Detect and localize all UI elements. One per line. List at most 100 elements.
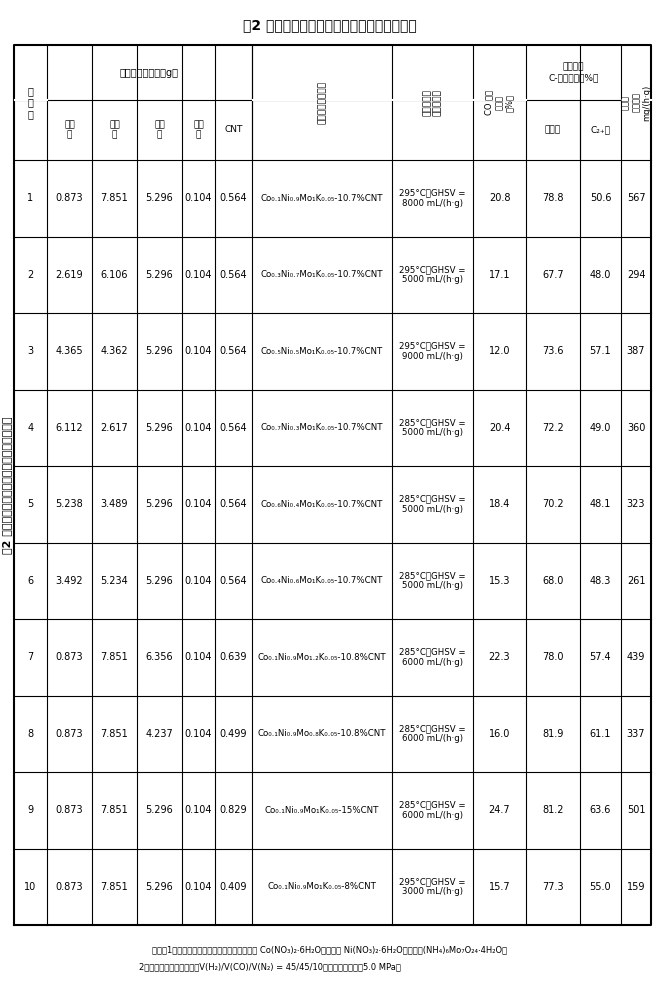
Text: 9: 9	[28, 805, 34, 815]
Text: 2）反应原料气组成均为：V(H₂)/V(CO)/V(N₂) = 45/45/10；反应压力均为：5.0 MPa。: 2）反应原料气组成均为：V(H₂)/V(CO)/V(N₂) = 45/45/10…	[139, 962, 401, 971]
Text: 285°C，GHSV =
6000 mL/(h·g): 285°C，GHSV = 6000 mL/(h·g)	[399, 648, 466, 667]
Text: 10: 10	[24, 882, 36, 892]
Text: 硝酸
镍: 硝酸 镍	[109, 120, 120, 140]
Text: 16.0: 16.0	[489, 729, 510, 739]
Text: 总醇醚: 总醇醚	[545, 125, 561, 134]
Text: Co₀.₁Ni₀.₉Mo₁K₀.₀₅-8%CNT: Co₀.₁Ni₀.₉Mo₁K₀.₀₅-8%CNT	[268, 882, 376, 891]
Text: 7.851: 7.851	[100, 729, 128, 739]
Text: 295°C，GHSV =
8000 mL/(h·g): 295°C，GHSV = 8000 mL/(h·g)	[399, 189, 466, 208]
Text: 5.238: 5.238	[56, 499, 83, 509]
Text: 5.296: 5.296	[145, 270, 173, 280]
Text: 81.9: 81.9	[542, 729, 564, 739]
Text: 5.296: 5.296	[145, 882, 173, 892]
Text: 3.489: 3.489	[100, 499, 128, 509]
Text: 1: 1	[28, 193, 34, 203]
Text: 0.104: 0.104	[185, 270, 212, 280]
Text: 57.1: 57.1	[590, 346, 611, 356]
Text: 337: 337	[627, 729, 645, 739]
Text: 7.851: 7.851	[100, 805, 128, 815]
Text: 2.619: 2.619	[56, 270, 83, 280]
Text: 285°C，GHSV =
5000 mL/(h·g): 285°C，GHSV = 5000 mL/(h·g)	[399, 495, 466, 514]
Text: CNT: CNT	[224, 125, 243, 134]
Text: 22.3: 22.3	[488, 652, 510, 662]
Text: 159: 159	[627, 882, 645, 892]
Text: Co₀.₁Ni₀.₉Mo₁K₀.₀₅-15%CNT: Co₀.₁Ni₀.₉Mo₁K₀.₀₅-15%CNT	[265, 806, 379, 815]
Text: 18.4: 18.4	[489, 499, 510, 509]
Text: 7: 7	[27, 652, 34, 662]
Text: 总醇醚
时空产率
mg/(h·g): 总醇醚 时空产率 mg/(h·g)	[621, 84, 651, 121]
Text: 0.873: 0.873	[56, 805, 83, 815]
Text: 439: 439	[627, 652, 645, 662]
Text: 61.1: 61.1	[590, 729, 611, 739]
Text: Co₀.₄Ni₀.₆Mo₁K₀.₀₅-10.7%CNT: Co₀.₄Ni₀.₆Mo₁K₀.₀₅-10.7%CNT	[261, 576, 383, 585]
Text: Co₀.₁Ni₀.₉Mo₁K₀.₀₅-10.7%CNT: Co₀.₁Ni₀.₉Mo₁K₀.₀₅-10.7%CNT	[260, 194, 383, 203]
Text: 68.0: 68.0	[542, 576, 564, 586]
Text: 催化剂组成化学式: 催化剂组成化学式	[317, 81, 327, 124]
Text: 15.3: 15.3	[488, 576, 510, 586]
Text: 2.617: 2.617	[100, 423, 128, 433]
Text: Co₀.₁Ni₀.₉Mo₀.₈K₀.₀₅-10.8%CNT: Co₀.₁Ni₀.₉Mo₀.₈K₀.₀₅-10.8%CNT	[258, 729, 386, 738]
Text: 6.106: 6.106	[100, 270, 128, 280]
Text: 294: 294	[627, 270, 645, 280]
Text: 5.296: 5.296	[145, 193, 173, 203]
Text: 501: 501	[627, 805, 645, 815]
Text: 6: 6	[28, 576, 34, 586]
Text: 表2 催化剂的组成、反应条件和活性评价结果: 表2 催化剂的组成、反应条件和活性评价结果	[2, 416, 12, 554]
Text: Co₀.₅Ni₀.₅Mo₁K₀.₀₅-10.7%CNT: Co₀.₅Ni₀.₅Mo₁K₀.₀₅-10.7%CNT	[261, 347, 383, 356]
Text: 48.0: 48.0	[590, 270, 611, 280]
Text: 73.6: 73.6	[542, 346, 564, 356]
Text: 0.104: 0.104	[185, 576, 212, 586]
Text: 0.873: 0.873	[56, 652, 83, 662]
Text: 6.356: 6.356	[145, 652, 173, 662]
Text: 0.104: 0.104	[185, 882, 212, 892]
Text: 0.873: 0.873	[56, 882, 83, 892]
Text: 295°C，GHSV =
3000 mL/(h·g): 295°C，GHSV = 3000 mL/(h·g)	[399, 877, 466, 896]
Text: 360: 360	[627, 423, 645, 433]
Text: 硝酸
钴: 硝酸 钴	[64, 120, 75, 140]
Text: 8: 8	[28, 729, 34, 739]
Text: 50.6: 50.6	[590, 193, 611, 203]
Text: 5.296: 5.296	[145, 576, 173, 586]
Text: 碳酸
钾: 碳酸 钾	[193, 120, 204, 140]
Text: Co₀.₁Ni₀.₉Mo₁.₂K₀.₀₅-10.8%CNT: Co₀.₁Ni₀.₉Mo₁.₂K₀.₀₅-10.8%CNT	[258, 653, 386, 662]
Text: 7.851: 7.851	[100, 193, 128, 203]
Text: 0.873: 0.873	[56, 729, 83, 739]
Text: 表2 催化剂的组成、反应条件和活性评价结果: 表2 催化剂的组成、反应条件和活性评价结果	[243, 18, 417, 32]
Text: Co₀.₇Ni₀.₃Mo₁K₀.₀₅-10.7%CNT: Co₀.₇Ni₀.₃Mo₁K₀.₀₅-10.7%CNT	[260, 423, 383, 432]
Text: 实
施
例: 实 施 例	[28, 86, 34, 119]
Text: 78.8: 78.8	[542, 193, 564, 203]
Text: 67.7: 67.7	[542, 270, 564, 280]
Text: 55.0: 55.0	[590, 882, 611, 892]
Text: 原料试剂投料量（g）: 原料试剂投料量（g）	[120, 68, 179, 78]
Text: 72.2: 72.2	[542, 423, 564, 433]
Text: 20.8: 20.8	[488, 193, 510, 203]
Text: 7.851: 7.851	[100, 652, 128, 662]
Text: 285°C，GHSV =
6000 mL/(h·g): 285°C，GHSV = 6000 mL/(h·g)	[399, 801, 466, 820]
Text: 0.873: 0.873	[56, 193, 83, 203]
Text: 0.564: 0.564	[219, 193, 247, 203]
Text: 加氢产物
C-基选择性（%）: 加氢产物 C-基选择性（%）	[549, 63, 599, 82]
Text: 323: 323	[627, 499, 645, 509]
Text: 0.104: 0.104	[185, 499, 212, 509]
Text: 63.6: 63.6	[590, 805, 611, 815]
Text: 5.296: 5.296	[145, 423, 173, 433]
Text: 387: 387	[627, 346, 645, 356]
Text: 5.296: 5.296	[145, 346, 173, 356]
Text: 3: 3	[28, 346, 34, 356]
Text: 0.499: 0.499	[219, 729, 247, 739]
Text: 4.365: 4.365	[56, 346, 83, 356]
Text: 295°C，GHSV =
9000 mL/(h·g): 295°C，GHSV = 9000 mL/(h·g)	[399, 342, 466, 361]
Text: 反应温度和
原料气空速: 反应温度和 原料气空速	[423, 89, 442, 116]
Text: 4.362: 4.362	[100, 346, 128, 356]
Text: 0.564: 0.564	[219, 270, 247, 280]
Text: 0.104: 0.104	[185, 729, 212, 739]
Text: 0.104: 0.104	[185, 346, 212, 356]
Text: 77.3: 77.3	[542, 882, 564, 892]
Text: 20.4: 20.4	[488, 423, 510, 433]
Text: 81.2: 81.2	[542, 805, 564, 815]
Text: 17.1: 17.1	[488, 270, 510, 280]
Text: 0.564: 0.564	[219, 499, 247, 509]
Text: 567: 567	[627, 193, 645, 203]
Text: 0.564: 0.564	[219, 576, 247, 586]
Text: 附注：1）所用原料试剂组成化学式为：硝酸钴 Co(NO₃)₂⋅6H₂O；硝酸镍 Ni(NO₃)₂⋅6H₂O；钼酸铵(NH₄)₆Mo₇O₂₄⋅4H₂O；: 附注：1）所用原料试剂组成化学式为：硝酸钴 Co(NO₃)₂⋅6H₂O；硝酸镍 …	[153, 945, 508, 954]
